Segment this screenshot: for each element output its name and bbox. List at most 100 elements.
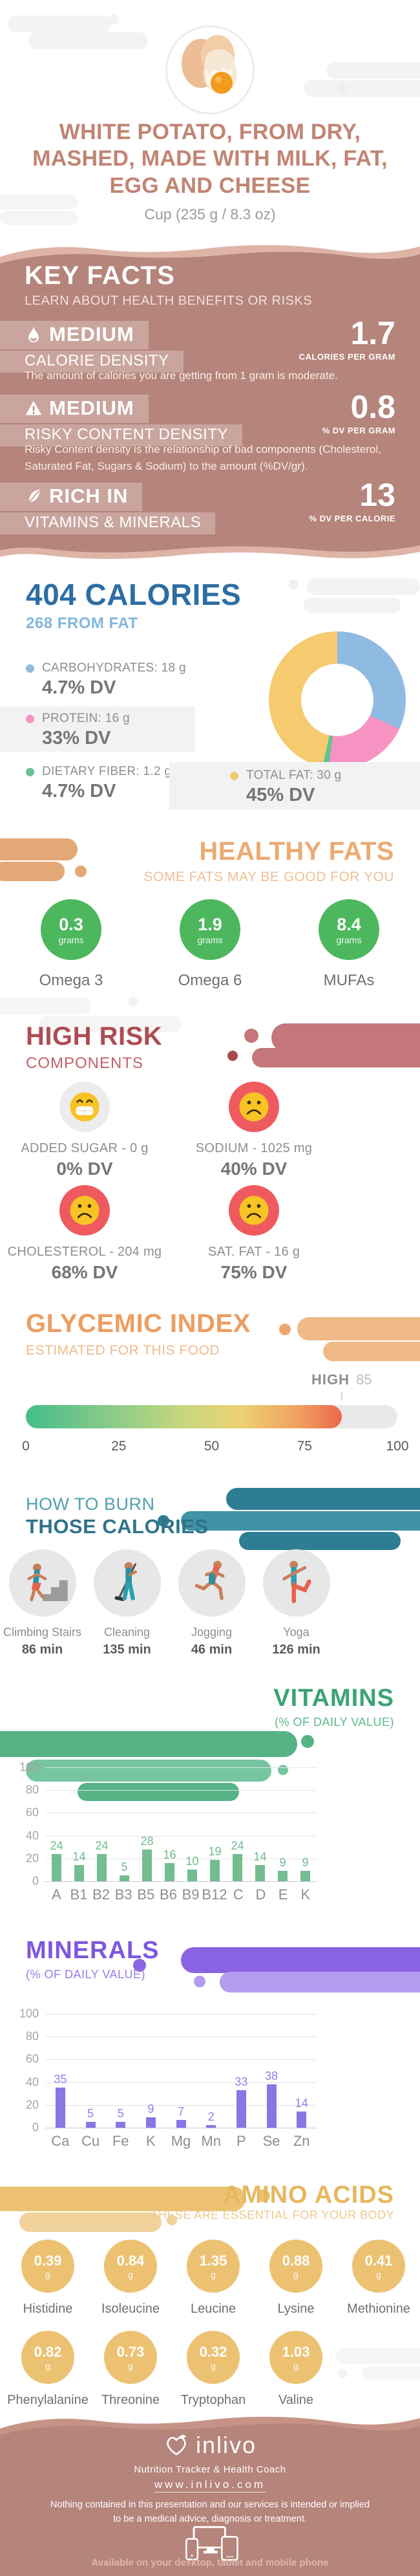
value-blob: 0.73 g bbox=[101, 2326, 163, 2384]
high-risk-section: HIGH RISK COMPONENTS ADDED SUGAR - 0 g 0… bbox=[0, 1022, 420, 1307]
risk-sodium: SODIUM - 1025 mg 40% DV bbox=[169, 1082, 339, 1179]
activity-duration: 126 min bbox=[272, 1643, 320, 1657]
bar-value-label: 35 bbox=[54, 2073, 67, 2086]
legend-highlight-band bbox=[169, 762, 420, 810]
x-axis-label: Fe bbox=[112, 2133, 129, 2149]
gridline bbox=[45, 1790, 317, 1791]
decorative-dot bbox=[244, 1029, 258, 1043]
activity-jogging: Jogging 46 min bbox=[169, 1549, 254, 1657]
value-blob: 0.88 g bbox=[267, 2234, 329, 2293]
key-fact-rich-in: RICH IN VITAMINS & MINERALS bbox=[0, 483, 216, 534]
value-blob: 1.9 grams bbox=[174, 894, 244, 963]
risk-label: CHOLESTEROL - 204 mg bbox=[7, 1245, 162, 1259]
decorative-blob bbox=[297, 1317, 420, 1340]
bar-column-B6: 16 bbox=[158, 1848, 181, 1881]
decorative-cloud bbox=[336, 2348, 420, 2364]
gridline bbox=[45, 2036, 317, 2038]
glycemic-index-section: GLYCEMIC INDEX ESTIMATED FOR THIS FOOD H… bbox=[0, 1307, 420, 1488]
bar bbox=[233, 1853, 242, 1881]
flame-icon bbox=[28, 326, 39, 343]
glycemic-title: GLYCEMIC INDEX bbox=[26, 1309, 251, 1338]
bar-value-label: 24 bbox=[50, 1839, 63, 1852]
bar-value-label: 14 bbox=[72, 1850, 86, 1864]
food-image-egg bbox=[167, 27, 253, 113]
value-blob: 0.82 g bbox=[19, 2326, 81, 2384]
amino-acid-phenylalanine: 0.82 g Phenylalanine bbox=[6, 2326, 89, 2408]
amino-acid-isoleucine: 0.84 g Isoleucine bbox=[89, 2234, 172, 2317]
availability-text: Available on your desktop, tablet and mo… bbox=[91, 2557, 329, 2568]
legend-carbohydrates: CARBOHYDRATES: 18 g 4.7% DV bbox=[26, 661, 186, 699]
decorative-blob bbox=[252, 1048, 420, 1067]
decorative-dot bbox=[194, 1976, 205, 1987]
risk-added-sugar: ADDED SUGAR - 0 g 0% DV bbox=[0, 1082, 169, 1179]
activity-name: Climbing Stairs bbox=[3, 1626, 82, 1639]
bar-value-label: 28 bbox=[140, 1834, 154, 1848]
value-blob: 0.41 g bbox=[350, 2234, 412, 2293]
activity-cleaning: Cleaning 135 min bbox=[85, 1549, 169, 1657]
decorative-dot bbox=[75, 866, 87, 877]
bar-column-Mg: 7 bbox=[166, 2105, 196, 2128]
y-axis-label: 80 bbox=[25, 1783, 39, 1796]
brand-name: inlivo bbox=[195, 2432, 257, 2458]
bar bbox=[52, 1853, 61, 1881]
website-link[interactable]: www.inlivo.com bbox=[154, 2478, 266, 2493]
decorative-blob bbox=[0, 862, 65, 881]
decorative-blob bbox=[19, 2212, 162, 2232]
legend-dot bbox=[26, 768, 34, 776]
calories-title: 404 CALORIES bbox=[26, 578, 242, 611]
burn-title-line2: THOSE CALORIES bbox=[26, 1515, 209, 1538]
key-fact-name: VITAMINS & MINERALS bbox=[0, 512, 216, 534]
amino-acid-name: Isoleucine bbox=[101, 2302, 160, 2316]
x-axis-label: B5 bbox=[137, 1886, 155, 1903]
key-fact-value-block: 1.7 CALORIES PER GRAM bbox=[299, 317, 395, 362]
healthy-fat-name: Omega 6 bbox=[178, 972, 242, 989]
x-axis-label: P bbox=[236, 2133, 246, 2149]
bar-column-D: 14 bbox=[249, 1850, 271, 1881]
bar-column-C: 24 bbox=[226, 1839, 249, 1881]
legend-label: PROTEIN: 16 g bbox=[42, 712, 130, 725]
key-fact-name: RISKY CONTENT DENSITY bbox=[0, 424, 242, 446]
serving-size: Cup (235 g / 8.3 oz) bbox=[144, 206, 276, 223]
amino-acid-name: Tryptophan bbox=[180, 2393, 246, 2407]
vitamins-subtitle: (% OF DAILY VALUE) bbox=[274, 1716, 394, 1729]
bar-column-Se: 38 bbox=[257, 2069, 287, 2128]
bar-column-E: 9 bbox=[271, 1856, 294, 1881]
disclaimer-text: Nothing contained in this presentation a… bbox=[50, 2500, 370, 2525]
bar-value-label: 14 bbox=[253, 1850, 267, 1864]
key-fact-unit: % DV PER CALORIE bbox=[309, 514, 395, 523]
bar bbox=[55, 2088, 65, 2128]
decorative-blob bbox=[78, 1783, 239, 1801]
decorative-blob bbox=[239, 1532, 401, 1550]
activity-name: Cleaning bbox=[103, 1626, 151, 1639]
legend-label: DIETARY FIBER: 1.2 g bbox=[42, 765, 172, 778]
bar-value-label: 10 bbox=[185, 1855, 199, 1868]
glycemic-value: 85 bbox=[356, 1371, 372, 1388]
bar-column-B5: 28 bbox=[136, 1835, 158, 1881]
legend-dot bbox=[26, 664, 34, 673]
legend-dv: 4.7% DV bbox=[42, 677, 116, 698]
gridline bbox=[45, 1881, 317, 1882]
key-fact-level: MEDIUM bbox=[0, 395, 149, 423]
x-axis-label: B12 bbox=[202, 1886, 227, 1903]
bar-value-label: 9 bbox=[147, 2102, 154, 2116]
legend-dv: 33% DV bbox=[42, 728, 111, 748]
activity-name: Yoga bbox=[283, 1626, 310, 1639]
bar-column-B1: 14 bbox=[68, 1850, 90, 1881]
glycemic-scale-tick: 100 bbox=[386, 1439, 409, 1454]
activity-duration: 135 min bbox=[103, 1643, 151, 1657]
decorative-blob bbox=[0, 838, 78, 860]
y-axis-label: 20 bbox=[25, 1851, 39, 1865]
risk-dv: 0% DV bbox=[56, 1159, 113, 1179]
amino-acid-tryptophan: 0.32 g Tryptophan bbox=[172, 2326, 255, 2408]
legend-protein: PROTEIN: 16 g 33% DV bbox=[26, 712, 130, 749]
glycemic-scale-tick: 75 bbox=[297, 1439, 312, 1454]
risk-label: SAT. FAT - 16 g bbox=[207, 1245, 300, 1259]
x-axis-label: B3 bbox=[114, 1886, 132, 1903]
key-fact-unit: CALORIES PER GRAM bbox=[299, 352, 395, 362]
x-axis-labels: A B1 B2 B3 B5 B6 B9 B12 C D E K bbox=[45, 1886, 317, 1903]
key-fact-level: RICH IN bbox=[0, 483, 143, 511]
decorative-cloud bbox=[8, 16, 111, 32]
x-axis-label: Ca bbox=[51, 2133, 70, 2149]
egg-illustration bbox=[182, 35, 237, 94]
bar-value-label: 24 bbox=[231, 1839, 244, 1852]
